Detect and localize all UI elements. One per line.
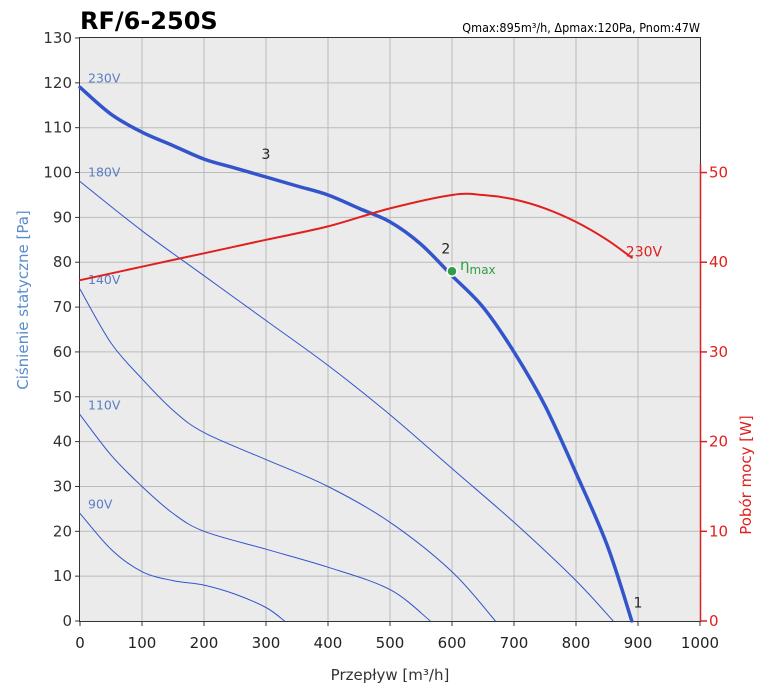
eta-subscript: max [470,263,496,277]
x-tick-label: 600 [438,634,467,652]
y2-tick-label: 20 [709,433,728,451]
series-label: 230V [88,70,121,85]
y2-tick-label: 50 [709,164,728,182]
series-label: 110V [88,398,121,413]
series-line-110v [79,414,431,622]
x-tick-label: 1000 [681,634,719,652]
y-tick-label: 60 [53,343,72,361]
series-label: 230V [626,245,663,261]
series-line-power-230v [79,192,633,282]
x-tick-label: 0 [75,634,85,652]
y-tick-label: 40 [53,433,72,451]
eta-max-marker [446,265,458,277]
y-tick-label: 10 [53,567,72,585]
y2-tick-label: 40 [709,253,728,271]
y-tick-label: 130 [43,29,72,47]
chart-title: RF/6-250S [80,7,218,35]
y-tick-label: 70 [53,298,72,316]
y-tick-label: 30 [53,477,72,495]
grid [80,38,700,621]
y-tick-label: 80 [53,253,72,271]
x-tick-label: 700 [500,634,529,652]
y-tick-label: 0 [62,612,72,630]
series-line-180v [79,181,614,622]
eta-max-label: ηmax [460,256,496,277]
series-line-140v [79,288,496,622]
y2-tick-label: 0 [709,612,719,630]
x-tick-label: 300 [252,634,281,652]
point-label-1: 1 [634,596,643,612]
x-tick-label: 500 [376,634,405,652]
series-label: 90V [88,496,113,511]
point-label-2: 2 [441,241,450,257]
x-tick-label: 900 [624,634,653,652]
y-axis-label: Ciśnienie statyczne [Pa] [14,210,32,390]
y-tick-label: 100 [43,164,72,182]
eta-symbol: η [460,256,470,274]
x-axis-label: Przepływ [m³/h] [331,666,450,684]
y-tick-label: 90 [53,208,72,226]
series-line-90v [79,512,286,622]
series-label: 180V [88,165,121,180]
y-tick-label: 20 [53,522,72,540]
point-label-3: 3 [262,147,271,163]
y2-tick-label: 10 [709,522,728,540]
y-tick-label: 110 [43,119,72,137]
chart-spec: Qmax:895m³/h, Δpmax:120Pa, Pnom:47W [462,20,700,35]
series-line-230v [78,85,634,623]
x-tick-label: 100 [128,634,157,652]
axes-layer: 0 100 200 300 400 500 600 700 800 900 100001020304… [43,29,728,652]
y-tick-label: 120 [43,74,72,92]
y2-axis-label: Pobór mocy [W] [737,415,755,535]
y2-tick-label: 30 [709,343,728,361]
x-tick-label: 800 [562,634,591,652]
x-tick-label: 400 [314,634,343,652]
y-tick-label: 50 [53,388,72,406]
x-tick-label: 200 [190,634,219,652]
